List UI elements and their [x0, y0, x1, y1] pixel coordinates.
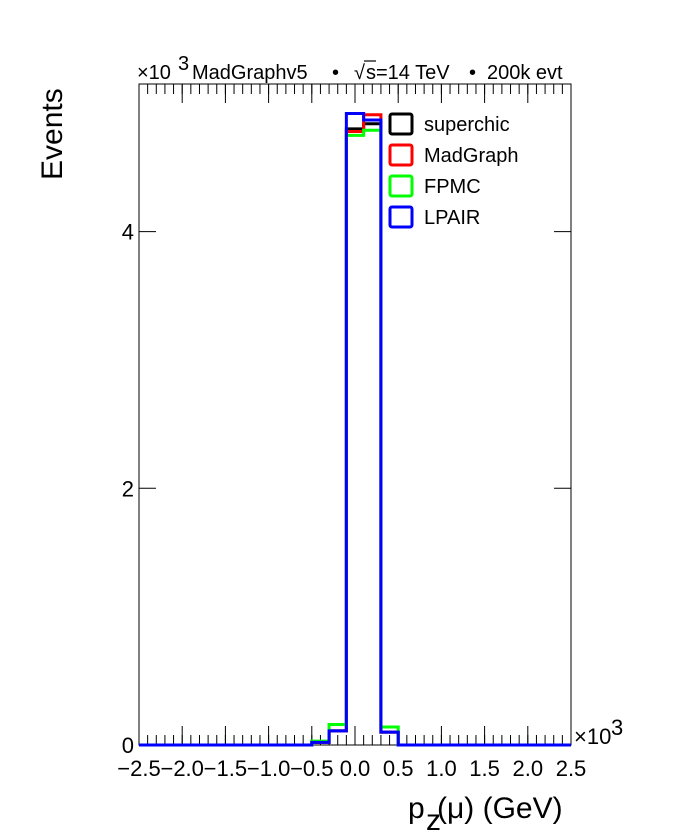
legend-label-fpmc: FPMC — [424, 176, 481, 198]
legend-swatch-madgraph — [388, 143, 414, 167]
x-tick-label: 2.5 — [556, 756, 587, 781]
header-multiplier: ×10 — [137, 62, 171, 84]
legend-label-superchic: superchic — [424, 114, 510, 136]
y-ticks: 0 2 4 — [122, 220, 571, 758]
legend-swatch-superchic — [388, 112, 414, 136]
legend-label-lpair: LPAIR — [424, 207, 480, 229]
x-tick-label: −1.0 — [247, 756, 290, 781]
y-tick-label: 4 — [122, 220, 134, 245]
x-tick-label: 1.0 — [426, 756, 457, 781]
legend-swatch-lpair — [388, 205, 414, 229]
legend: superchic MadGraph FPMC LPAIR — [388, 112, 519, 229]
x-axis-multiplier: ×10 — [574, 724, 611, 749]
legend-swatch-fpmc — [388, 174, 414, 198]
header-generator: MadGraphv5 — [192, 62, 308, 84]
series-line-lpair — [139, 112, 571, 747]
x-ticks: −2.5 −2.0 −1.5 −1.0 −0.5 0.0 0.5 1.0 1.5 2.0 2.5 — [117, 84, 586, 781]
x-axis-title-main: p — [408, 792, 425, 825]
x-tick-label: −1.5 — [204, 756, 247, 781]
header-separator-1: • — [332, 62, 339, 84]
x-tick-label: 0.5 — [383, 756, 414, 781]
x-tick-label: −2.0 — [160, 756, 203, 781]
header-events: 200k evt — [487, 62, 563, 84]
x-axis-multiplier-exponent: 3 — [611, 715, 623, 740]
y-axis-title: Events — [36, 88, 69, 180]
y-tick-label: 0 — [122, 733, 134, 758]
x-axis-title-rest: (μ) (GeV) — [437, 792, 563, 825]
x-axis-title-subscript: z — [426, 804, 441, 836]
legend-label-madgraph: MadGraph — [424, 145, 519, 167]
header-sqrt-symbol: √ — [354, 62, 365, 84]
x-tick-label: −0.5 — [290, 756, 333, 781]
header-energy-s: s — [366, 62, 376, 84]
header-multiplier-exponent: 3 — [178, 53, 189, 75]
x-tick-label: 0.0 — [340, 756, 371, 781]
histogram-series — [139, 112, 571, 747]
x-tick-label: 2.0 — [513, 756, 544, 781]
x-tick-label: 1.5 — [469, 756, 500, 781]
y-tick-label: 2 — [122, 476, 134, 501]
header-energy-value: =14 TeV — [376, 62, 450, 84]
header-separator-2: • — [469, 62, 476, 84]
x-tick-label: −2.5 — [117, 756, 160, 781]
